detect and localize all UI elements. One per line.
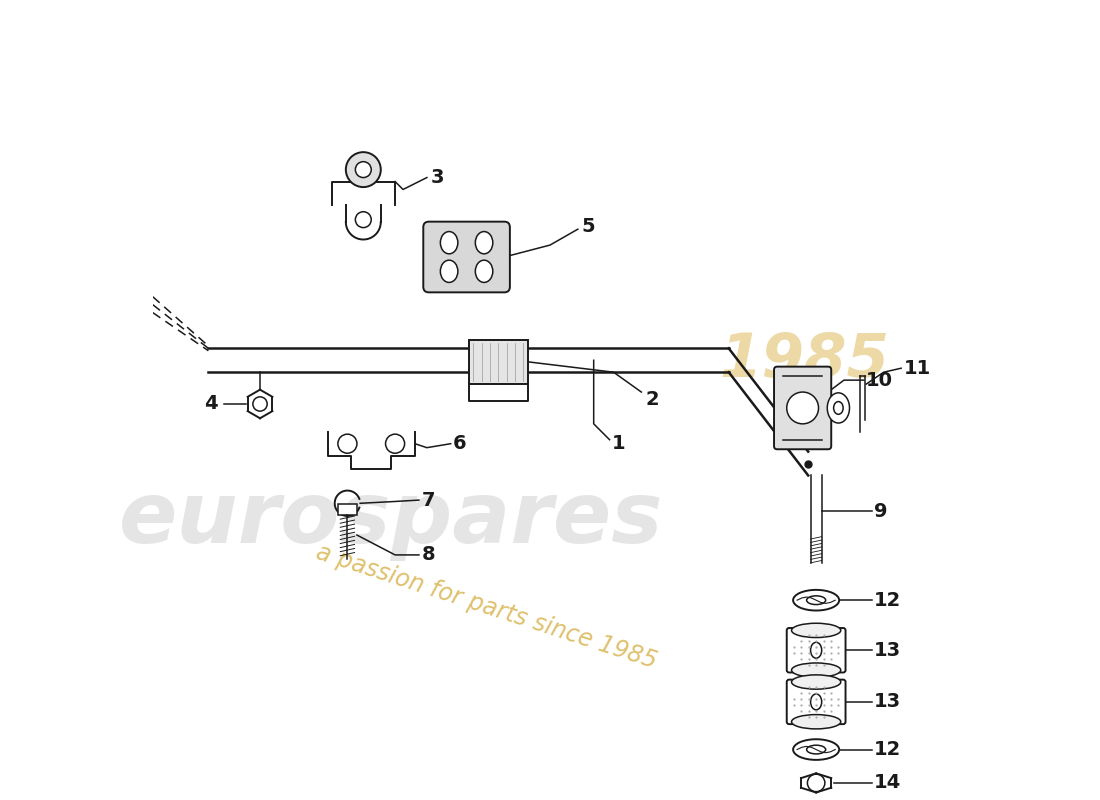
Text: 1985: 1985: [719, 330, 889, 390]
FancyBboxPatch shape: [786, 628, 846, 673]
Circle shape: [355, 212, 372, 228]
Text: 12: 12: [874, 590, 901, 610]
FancyBboxPatch shape: [786, 680, 846, 724]
FancyBboxPatch shape: [338, 504, 358, 515]
Ellipse shape: [792, 675, 840, 689]
Ellipse shape: [806, 596, 826, 605]
Ellipse shape: [792, 663, 840, 678]
Text: 4: 4: [205, 394, 218, 414]
Ellipse shape: [440, 231, 458, 254]
FancyBboxPatch shape: [469, 340, 528, 384]
Text: 6: 6: [453, 434, 466, 453]
Ellipse shape: [440, 260, 458, 282]
Ellipse shape: [475, 231, 493, 254]
Text: 8: 8: [421, 546, 434, 565]
Ellipse shape: [806, 745, 826, 754]
Ellipse shape: [792, 623, 840, 638]
Ellipse shape: [792, 714, 840, 729]
Ellipse shape: [827, 393, 849, 423]
Text: 13: 13: [874, 641, 901, 660]
Text: eurospares: eurospares: [119, 478, 663, 561]
Text: 5: 5: [582, 218, 595, 236]
Circle shape: [386, 434, 405, 454]
Circle shape: [345, 152, 381, 187]
Text: 1: 1: [612, 434, 626, 453]
Ellipse shape: [811, 642, 822, 658]
Circle shape: [786, 392, 818, 424]
Ellipse shape: [793, 739, 839, 760]
Text: 12: 12: [874, 740, 901, 759]
Text: 7: 7: [421, 490, 434, 510]
Text: 13: 13: [874, 692, 901, 711]
Text: a passion for parts since 1985: a passion for parts since 1985: [314, 540, 660, 673]
FancyBboxPatch shape: [424, 222, 510, 292]
Text: 11: 11: [903, 358, 931, 378]
Circle shape: [355, 162, 372, 178]
Circle shape: [338, 434, 358, 454]
FancyBboxPatch shape: [774, 366, 832, 450]
Ellipse shape: [793, 590, 839, 610]
Circle shape: [253, 397, 267, 411]
Circle shape: [807, 774, 825, 792]
Text: 10: 10: [866, 370, 893, 390]
Ellipse shape: [811, 694, 822, 710]
Text: 2: 2: [646, 390, 659, 410]
Text: 14: 14: [874, 774, 901, 793]
Ellipse shape: [475, 260, 493, 282]
Text: 3: 3: [431, 168, 444, 187]
Ellipse shape: [834, 402, 844, 414]
Text: 9: 9: [874, 502, 888, 521]
